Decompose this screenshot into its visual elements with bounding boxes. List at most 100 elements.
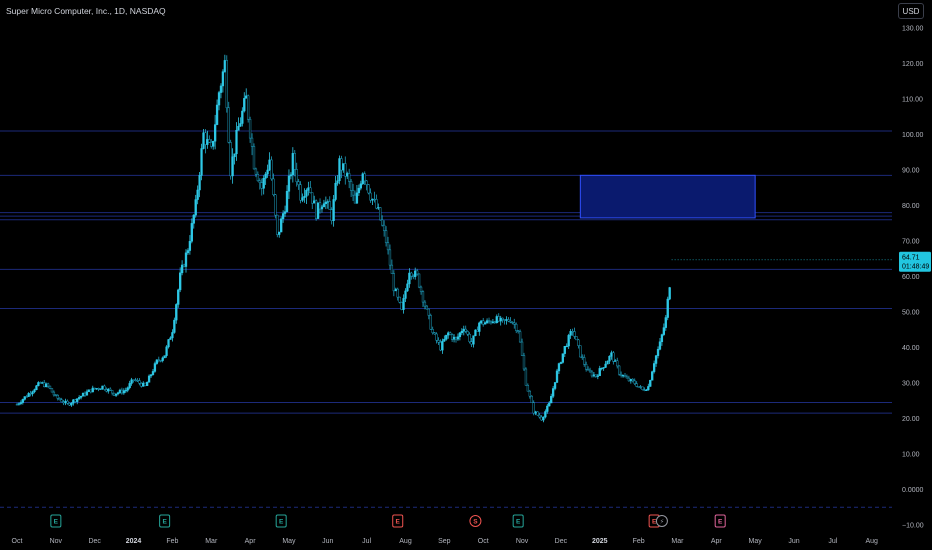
event-label: E (652, 518, 657, 525)
candle-body (101, 385, 104, 390)
candle-body (619, 373, 623, 376)
candle-body (588, 369, 592, 373)
y-tick-label: 10.00 (902, 452, 920, 459)
candle-body (48, 385, 52, 389)
candle-body (348, 173, 351, 182)
candle-body (517, 330, 520, 332)
chart-title: Super Micro Computer, Inc., 1D, NASDAQ (6, 6, 166, 16)
earnings-event-icon[interactable]: E (159, 514, 171, 528)
y-tick-label: 70.00 (902, 239, 920, 246)
candle-body (128, 383, 131, 389)
candle-body (39, 382, 42, 384)
candle-body (472, 335, 475, 345)
candle-body (538, 414, 541, 418)
candle-body (583, 357, 586, 365)
candle-body (555, 370, 559, 383)
earnings-event-icon[interactable]: E (392, 514, 404, 528)
candle-body (647, 386, 650, 391)
candle-body (623, 374, 627, 378)
candle-body (464, 328, 467, 332)
candle-body (342, 163, 345, 171)
x-tick-label: Apr (245, 538, 257, 545)
x-tick-label: Apr (711, 538, 723, 545)
candle-body (35, 385, 38, 390)
candle-body (553, 382, 557, 389)
candle-body (629, 378, 632, 382)
candle-body (210, 141, 213, 147)
currency-button[interactable]: USD (898, 3, 924, 19)
candle-body (449, 332, 452, 335)
candle-body (612, 352, 615, 362)
candle-body (266, 169, 269, 175)
candle-body (186, 250, 190, 254)
candle-body (37, 382, 40, 387)
split-event-icon[interactable]: ⚡ (655, 515, 668, 527)
candle-body (309, 187, 312, 193)
candle-body (136, 380, 139, 382)
candle-body (107, 388, 110, 392)
candle-body (425, 305, 429, 310)
candle-body (52, 391, 56, 396)
candle-body (474, 329, 477, 336)
candle-body (340, 158, 343, 171)
candle-body (445, 334, 448, 340)
y-tick-label: 0.0000 (902, 487, 924, 494)
candle-body (367, 184, 370, 194)
candle-body (208, 139, 211, 143)
zone-rect (579, 174, 756, 219)
event-marker-shape (275, 514, 287, 528)
dividend-event-icon[interactable]: S (469, 515, 482, 527)
candle-body (118, 389, 122, 393)
candle-body (437, 340, 440, 343)
candle-body (299, 184, 302, 201)
candle-body (54, 394, 58, 396)
candle-body (585, 364, 588, 370)
earnings-event-icon[interactable]: E (714, 514, 726, 528)
event-marker-shape (469, 515, 482, 527)
earnings-event-icon[interactable]: E (50, 514, 62, 528)
candle-body (625, 376, 629, 379)
candle-body (480, 320, 483, 324)
candle-body (264, 173, 267, 179)
x-tick-label: Feb (633, 538, 645, 545)
candle-body (41, 382, 44, 384)
candle-body (25, 396, 28, 398)
candle-body (291, 153, 294, 176)
candle-body (643, 389, 646, 391)
earnings-event-icon[interactable]: E (512, 514, 524, 528)
candle-body (557, 363, 561, 372)
candle-body (357, 187, 361, 194)
candle-body (206, 139, 209, 145)
candle-body (414, 270, 417, 277)
candle-body (330, 209, 333, 221)
candle-body (83, 392, 87, 396)
x-axis: Oct Nov Dec 2024 Feb Mar Apr May Jun Jul Aug Sep Oct… (12, 538, 878, 545)
candle-body (58, 398, 61, 401)
candle-body (447, 332, 450, 336)
candle-body (44, 383, 48, 388)
y-tick-label: 130.00 (902, 26, 924, 33)
candle-body (542, 416, 545, 421)
candle-body (439, 341, 442, 351)
candle-body (23, 396, 26, 400)
candle-body (62, 401, 65, 404)
x-tick-label: Oct (12, 538, 23, 545)
y-tick-label: 40.00 (902, 345, 920, 352)
candle-body (243, 98, 246, 112)
candle-body (229, 142, 232, 177)
candle-body (179, 272, 182, 291)
candle-body (142, 382, 145, 387)
candle-body (544, 411, 547, 418)
candle-body (569, 331, 572, 336)
candle-body (466, 331, 469, 335)
event-label: S (473, 518, 478, 525)
candle-body (76, 398, 79, 402)
events-row[interactable]: E E E E S E E ⚡ E (50, 514, 726, 528)
earnings-event-icon[interactable]: E (275, 514, 287, 528)
candle-body (165, 346, 168, 356)
candle-body (241, 110, 244, 124)
candle-body (17, 403, 21, 405)
candle-body (344, 163, 347, 177)
candle-body (276, 214, 279, 235)
